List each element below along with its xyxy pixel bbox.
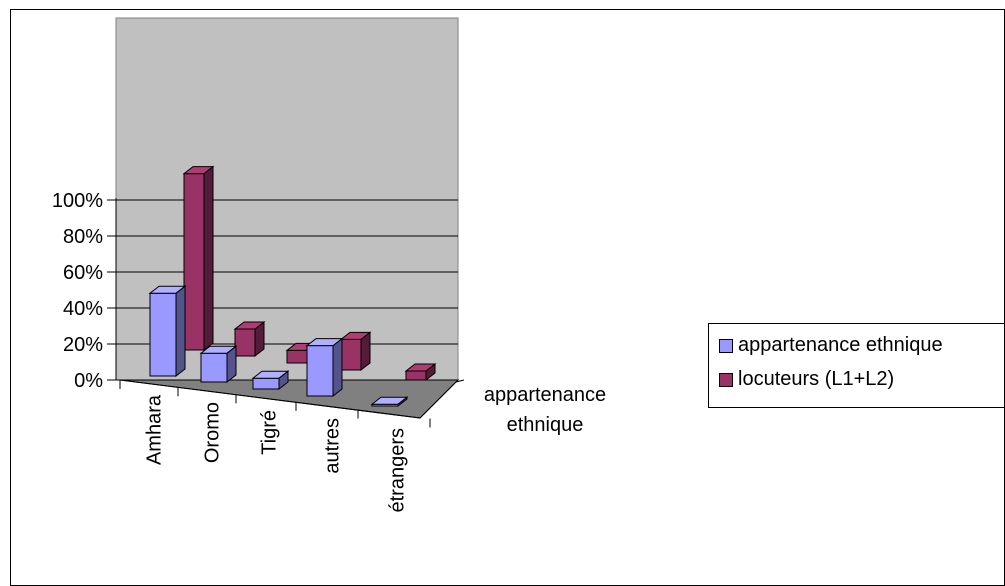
bar-front <box>183 173 205 351</box>
bar-side <box>175 285 186 378</box>
x-category-label: autres <box>321 418 343 474</box>
depth-axis <box>419 381 457 419</box>
bar-front <box>252 377 280 390</box>
bar-0-2 <box>251 370 290 391</box>
depth-axis-label-line1: appartenance <box>484 384 606 406</box>
depth-tick <box>455 379 465 383</box>
y-tick-label: 0% <box>74 370 103 392</box>
legend-swatch-1 <box>719 372 733 387</box>
legend: appartenance ethnique locuteurs (L1+L2) <box>708 323 1005 408</box>
y-tick-label: 100% <box>52 190 103 212</box>
bar-front <box>286 349 308 364</box>
bar-top <box>199 345 238 354</box>
bar-0-0 <box>148 285 187 378</box>
bar-top <box>404 363 437 372</box>
bar-side <box>332 337 343 398</box>
bar-front <box>405 370 427 381</box>
legend-label-0: appartenance ethnique <box>738 334 943 356</box>
legend-item-1: locuteurs (L1+L2) <box>719 368 894 391</box>
legend-label-1: locuteurs (L1+L2) <box>738 368 895 390</box>
bar-top <box>182 166 215 175</box>
y-tick-label: 20% <box>63 334 103 356</box>
y-tick-label: 80% <box>63 226 103 248</box>
bar-0-3 <box>305 337 344 398</box>
bar-top <box>233 321 266 330</box>
bar-front <box>200 352 228 383</box>
legend-swatch-0 <box>719 338 733 353</box>
side-wall <box>116 198 120 380</box>
bar-side <box>203 165 214 352</box>
bar-1-0 <box>182 165 215 352</box>
bar-1-1 <box>233 320 266 358</box>
bar-0-1 <box>199 345 238 384</box>
x-category-label: Amhara <box>143 394 165 465</box>
x-axis <box>119 379 421 419</box>
bar-top <box>148 285 187 294</box>
bar-1-3 <box>339 331 372 372</box>
chart-axes <box>107 198 465 428</box>
depth-axis-label-line2: ethnique <box>507 414 584 436</box>
y-tick-label: 40% <box>63 298 103 320</box>
chart-labels: 0% 20% 40% 60% 80% 100% Amhara Oromo Tigré autres… <box>52 190 606 513</box>
bar-1-4 <box>404 362 437 382</box>
bar-top <box>339 331 372 340</box>
chart-bars <box>148 165 437 408</box>
bar-top <box>251 370 290 379</box>
x-category-label: Oromo <box>201 402 223 463</box>
bar-top <box>305 338 344 347</box>
bar-front <box>149 292 177 377</box>
bar-front <box>340 338 362 371</box>
x-category-label: Tigré <box>258 410 280 455</box>
y-tick-label: 60% <box>63 262 103 284</box>
legend-item-0: appartenance ethnique <box>719 334 943 357</box>
bar-top <box>370 396 409 405</box>
bar-front <box>234 328 256 357</box>
bar-0-4 <box>370 396 409 408</box>
bar-front <box>306 345 334 397</box>
x-category-label: étrangers <box>386 428 408 513</box>
